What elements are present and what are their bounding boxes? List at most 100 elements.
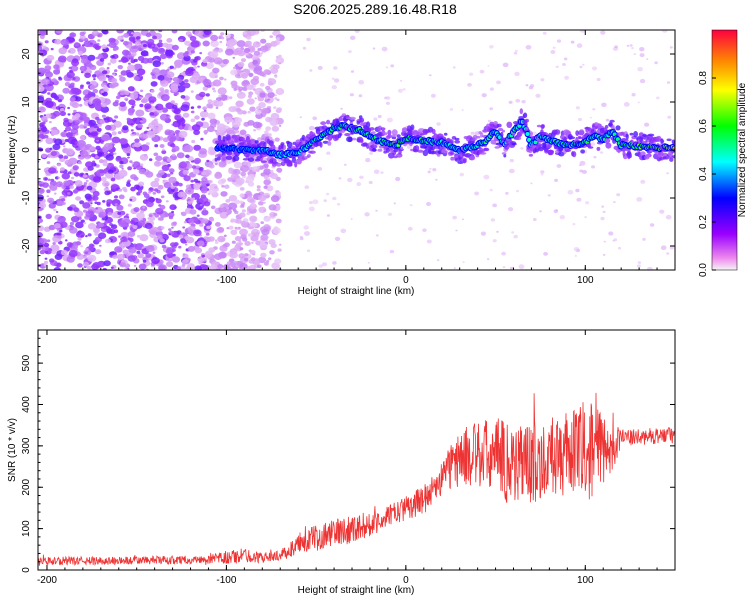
noise-speckle [202, 86, 208, 91]
noise-speckle [53, 208, 57, 212]
noise-speckle [216, 60, 220, 64]
noise-speckle [235, 100, 244, 108]
noise-speckle [70, 82, 75, 86]
noise-speckle [270, 243, 277, 249]
ridge-halo [627, 154, 632, 158]
ridge-halo [639, 136, 643, 143]
noise-speckle [199, 148, 207, 155]
ridge-core [526, 132, 529, 136]
noise-speckle [92, 74, 97, 78]
noise-speckle [584, 216, 587, 219]
noise-speckle [274, 97, 278, 100]
ridge-halo [398, 149, 402, 155]
noise-speckle [222, 58, 229, 65]
noise-speckle [105, 238, 111, 244]
x-tick-label: 0 [403, 575, 409, 586]
noise-speckle [109, 58, 117, 64]
noise-speckle [138, 220, 145, 226]
noise-speckle [166, 173, 171, 177]
noise-speckle [247, 196, 255, 203]
ridge-halo [518, 116, 525, 119]
noise-speckle [666, 252, 670, 255]
noise-speckle [145, 261, 150, 265]
noise-speckle [151, 257, 160, 264]
ridge-halo [564, 146, 570, 153]
ridge-halo [403, 143, 407, 147]
noise-speckle [130, 174, 137, 180]
noise-speckle [121, 246, 125, 249]
noise-speckle [373, 117, 378, 121]
noise-speckle [340, 228, 347, 234]
noise-speckle [99, 169, 105, 174]
noise-speckle [104, 190, 111, 196]
ridge-halo [503, 154, 507, 158]
noise-speckle [217, 87, 227, 95]
noise-speckle [112, 254, 118, 259]
noise-speckle [57, 200, 64, 207]
noise-speckle [217, 264, 224, 269]
noise-speckle [114, 115, 119, 119]
noise-speckle [334, 236, 341, 241]
ridge-halo [370, 144, 378, 149]
noise-speckle [61, 198, 66, 202]
noise-speckle [596, 77, 601, 82]
noise-speckle [642, 237, 646, 241]
noise-speckle [614, 45, 618, 49]
noise-speckle [48, 202, 56, 209]
noise-speckle [542, 31, 547, 35]
noise-speckle [637, 261, 642, 264]
noise-speckle [181, 123, 186, 127]
noise-speckle [168, 168, 175, 173]
noise-speckle [153, 152, 159, 157]
ridge-core [518, 124, 521, 127]
noise-speckle [201, 176, 208, 183]
noise-speckle [50, 244, 60, 252]
noise-speckle [166, 157, 173, 163]
ridge-halo [221, 154, 227, 161]
colorbar-label: Normalized spectral amplitude [737, 82, 748, 217]
noise-speckle [136, 250, 141, 254]
noise-speckle [79, 65, 87, 72]
noise-speckle [230, 173, 240, 180]
noise-speckle [50, 151, 57, 157]
noise-speckle [555, 65, 559, 69]
noise-speckle [276, 37, 280, 41]
noise-speckle [429, 167, 432, 170]
noise-speckle [69, 100, 78, 107]
ridge-halo [232, 155, 240, 162]
noise-speckle [350, 218, 353, 220]
noise-speckle [552, 46, 556, 49]
noise-speckle [260, 38, 267, 44]
ridge-halo [629, 132, 634, 136]
noise-speckle [160, 53, 167, 60]
noise-speckle [579, 65, 583, 69]
noise-speckle [153, 160, 162, 167]
noise-speckle [613, 201, 616, 204]
noise-speckle [530, 84, 535, 88]
ridge-halo [385, 147, 391, 153]
noise-speckle [194, 265, 202, 270]
noise-speckle [649, 223, 655, 227]
noise-speckle [101, 102, 107, 108]
ridge-halo [522, 114, 526, 117]
noise-speckle [219, 207, 226, 212]
ridge-halo [322, 140, 329, 144]
noise-speckle [212, 67, 220, 74]
ridge-halo [307, 154, 311, 158]
colorbar-ticks: 0.0 0.2 0.4 0.6 0.8 [698, 29, 738, 277]
noise-speckle [160, 226, 165, 230]
noise-speckle [359, 175, 364, 179]
noise-speckle [375, 209, 378, 212]
noise-speckle [46, 161, 51, 165]
noise-speckle [84, 94, 91, 99]
noise-speckle [173, 206, 177, 209]
noise-speckle [338, 177, 342, 180]
noise-speckle [74, 141, 78, 144]
noise-speckle [270, 173, 279, 180]
noise-speckle [60, 38, 70, 46]
noise-speckle [234, 226, 238, 230]
noise-speckle [171, 248, 176, 252]
noise-speckle [496, 230, 499, 233]
ridge-core [586, 141, 589, 144]
noise-speckle [195, 56, 201, 61]
